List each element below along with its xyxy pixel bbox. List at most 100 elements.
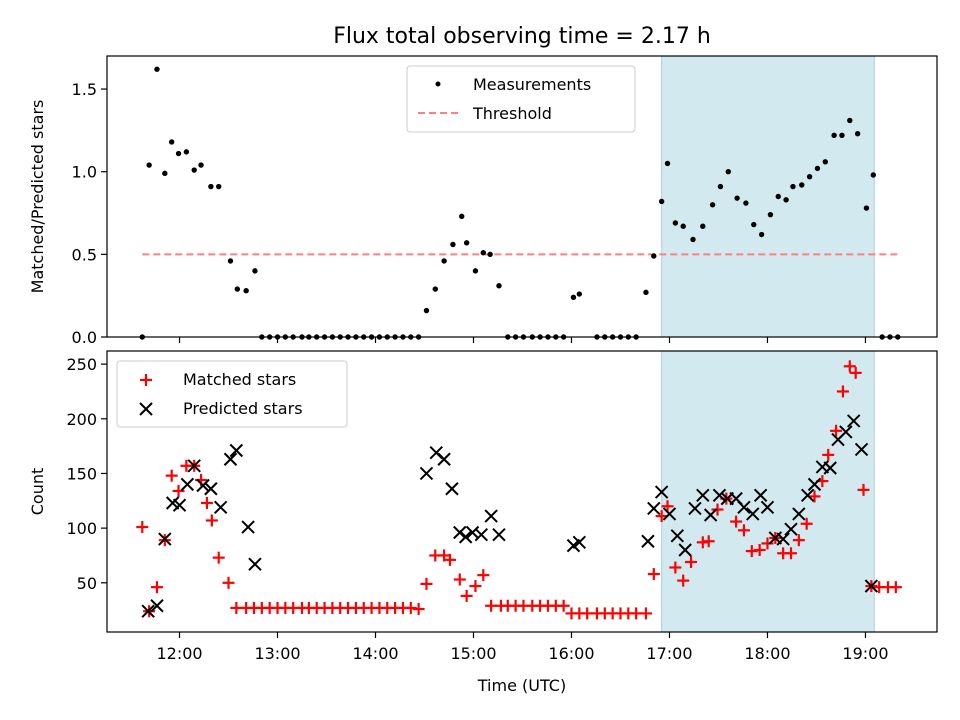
predicted-star-point	[647, 501, 661, 516]
predicted-star-stroke-b	[213, 500, 228, 515]
predicted-star-point	[196, 478, 210, 493]
matched-star-point	[677, 574, 690, 587]
legend-threshold-label: Threshold	[472, 104, 552, 123]
top-axes-frame	[106, 55, 938, 338]
top-points-layer	[139, 66, 901, 340]
bottom-panel: 50 100 150 200 250 12:00 13:00 14:00 15:00 16:00 1…	[28, 350, 938, 695]
matched-star-point	[453, 573, 466, 586]
matched-star-point	[761, 537, 774, 550]
predicted-star-stroke-b	[474, 527, 489, 542]
measurement-point	[839, 132, 845, 139]
x-tick-label: 18:00	[744, 644, 790, 663]
chart-title: Flux total observing time = 2.17 h	[333, 24, 711, 49]
measurement-point	[496, 283, 502, 289]
predicted-star-stroke-b	[150, 599, 164, 613]
predicted-star-stroke-b	[760, 500, 775, 515]
measurement-point	[191, 167, 197, 173]
measurement-point	[643, 289, 649, 296]
measurement-point	[175, 150, 182, 157]
x-tick-label: 13:00	[254, 644, 300, 663]
y-tick-label: 1.0	[72, 163, 97, 182]
measurement-point	[576, 291, 583, 297]
x-tick-label: 14:00	[352, 644, 398, 663]
measurement-point	[168, 139, 175, 145]
predicted-star-point	[150, 599, 164, 613]
measurement-point	[847, 117, 853, 124]
measurement-point	[227, 258, 234, 264]
predicted-star-point	[823, 461, 837, 475]
x-tick-label: 17:00	[646, 644, 692, 663]
bottom-ylabel: Count	[28, 468, 47, 516]
matched-star-point	[711, 503, 724, 516]
y-tick-label: 150	[66, 464, 97, 483]
matched-star-point	[172, 484, 185, 497]
matched-star-point	[639, 607, 652, 620]
top-legend: Measurements Threshold	[406, 65, 636, 133]
matched-star-point	[412, 603, 425, 616]
top-legend-box	[406, 65, 636, 133]
measurement-point	[775, 193, 781, 200]
measurement-point	[459, 213, 465, 220]
predicted-star-stroke-b	[196, 478, 210, 493]
measurement-point	[751, 221, 757, 228]
legend-predicted-marker	[139, 402, 153, 416]
predicted-star-stroke-b	[492, 527, 506, 542]
predicted-star-stroke-b	[180, 477, 195, 492]
predicted-star-stroke-b	[453, 525, 467, 540]
matched-star-point	[702, 535, 715, 548]
predicted-star-point	[572, 535, 587, 550]
predicted-star-stroke-b	[800, 488, 815, 503]
measurement-point	[672, 220, 679, 226]
predicted-star-point	[213, 500, 228, 515]
matched-star-point	[669, 561, 682, 574]
matched-star-point	[800, 517, 813, 530]
matched-star-point	[200, 496, 213, 509]
predicted-star-stroke-b	[429, 445, 443, 460]
predicted-star-point	[737, 500, 751, 515]
measurement-point	[472, 268, 479, 274]
x-axis-label: Time (UTC)	[477, 676, 566, 695]
predicted-star-point	[670, 529, 685, 543]
matched-star-point	[843, 360, 856, 373]
matched-star-point	[647, 568, 660, 581]
predicted-star-point	[187, 459, 201, 473]
predicted-star-stroke-b	[688, 501, 702, 516]
predicted-star-stroke-b	[647, 501, 661, 516]
measurement-point	[767, 211, 774, 218]
predicted-star-point	[241, 520, 255, 534]
predicted-star-stroke-b	[670, 529, 685, 543]
predicted-star-stroke-b	[846, 414, 861, 428]
predicted-star-point	[776, 532, 790, 546]
y-tick-label: 0.0	[72, 328, 97, 347]
y-tick-label: 200	[66, 410, 97, 429]
measurement-point	[725, 169, 731, 175]
legend-matched-marker	[140, 374, 152, 386]
matched-star-point	[477, 569, 490, 582]
predicted-star-stroke-b	[572, 535, 587, 550]
y-tick-label: 250	[66, 355, 97, 374]
predicted-star-point	[248, 557, 262, 571]
matched-star-point	[784, 547, 797, 560]
predicted-star-stroke-b	[641, 534, 655, 548]
predicted-star-stroke-b	[223, 452, 238, 466]
matched-star-point	[443, 553, 456, 566]
measurement-point	[651, 253, 657, 259]
measurement-point	[252, 268, 258, 274]
matched-star-point	[150, 581, 163, 594]
predicted-star-point	[641, 534, 655, 548]
matched-star-point	[661, 500, 674, 513]
predicted-star-point	[172, 498, 187, 512]
matched-star-point	[849, 366, 862, 379]
predicted-star-stroke-b	[662, 507, 677, 521]
measurement-point	[463, 240, 470, 246]
y-tick-label: 100	[66, 519, 97, 538]
measurement-point	[432, 286, 438, 292]
predicted-star-point	[846, 414, 861, 428]
matched-star-point	[730, 515, 743, 528]
measurement-point	[799, 182, 805, 188]
top-panel: 0.0 0.5 1.0 1.5 Matched/Predicted stars Mea…	[28, 55, 938, 347]
measurement-point	[680, 223, 686, 229]
y-tick-label: 50	[77, 574, 97, 593]
predicted-star-stroke-b	[807, 477, 822, 492]
predicted-star-point	[437, 452, 451, 466]
